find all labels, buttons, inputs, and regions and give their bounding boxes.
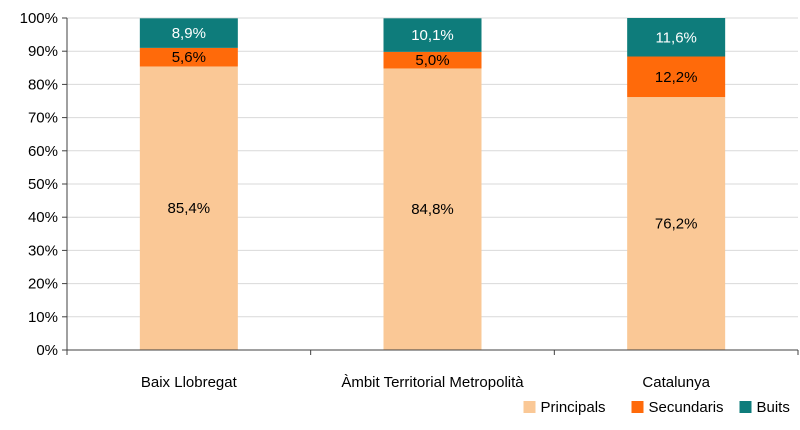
data-label: 76,2% (655, 216, 698, 233)
data-label: 11,6% (655, 29, 696, 46)
bar-segment-secundaris (383, 51, 482, 69)
category-label: Àmbit Territorial Metropolità (341, 374, 524, 391)
legend-label-principals: Principals (541, 399, 606, 416)
data-label: 8,9% (172, 25, 206, 42)
y-tick-label: 80% (28, 76, 58, 93)
bar-segment-principals (383, 68, 482, 351)
data-label: 5,0% (415, 52, 449, 69)
y-tick-label: 90% (28, 43, 58, 60)
y-tick-label: 0% (36, 342, 58, 359)
y-tick-label: 20% (28, 276, 58, 293)
bar-segment-buits (383, 18, 482, 52)
bar-segment-principals (627, 97, 726, 351)
y-tick-label: 70% (28, 110, 58, 127)
y-tick-label: 60% (28, 143, 58, 160)
y-tick-label: 100% (20, 10, 58, 27)
legend-label-buits: Buits (757, 399, 790, 416)
y-tick-label: 40% (28, 209, 58, 226)
legend: Principals Secundaris Buits (523, 399, 790, 416)
legend-swatch-secundaris (631, 401, 644, 413)
legend-swatch-principals (523, 401, 536, 413)
category-label: Catalunya (642, 374, 710, 391)
bar-segment-buits (627, 18, 726, 57)
y-tick-label: 50% (28, 176, 58, 193)
legend-label-secundaris: Secundaris (649, 399, 724, 416)
data-label: 12,2% (655, 69, 698, 86)
data-label: 10,1% (411, 27, 454, 44)
bar-segment-buits (139, 18, 238, 48)
bars: 85,4% 5,6% 8,9% 84,8% 5,0% 10,1% 76,2% 12,2% 11,… (139, 18, 726, 351)
data-label: 85,4% (168, 200, 211, 217)
data-label: 84,8% (411, 201, 454, 218)
y-tick-label: 10% (28, 309, 58, 326)
bar-segment-secundaris (139, 47, 238, 67)
legend-swatch-buits (739, 401, 752, 413)
y-tick-label: 30% (28, 242, 58, 259)
data-label: 5,6% (172, 49, 206, 66)
axes: 0% 10% 20% 30% 40% 50% 60% 70% 80% 90% 100% Baix Ll… (20, 10, 799, 391)
category-label: Baix Llobregat (141, 374, 238, 391)
bar-segment-principals (139, 66, 238, 351)
bar-segment-secundaris (627, 56, 726, 98)
